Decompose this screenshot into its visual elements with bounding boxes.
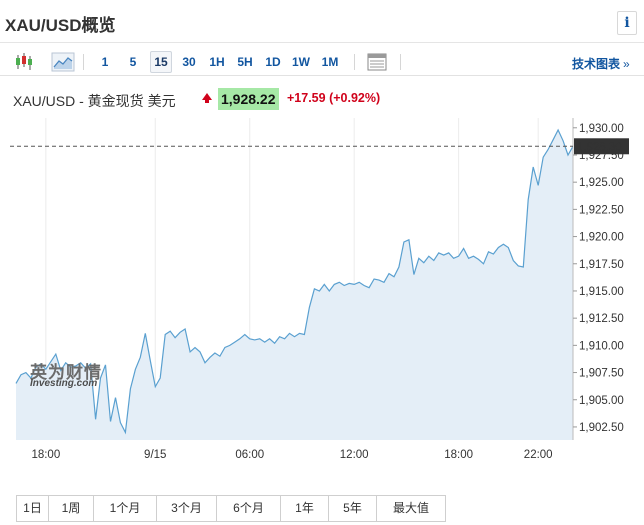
current-price-tag-bg bbox=[574, 138, 629, 155]
info-icon[interactable]: i bbox=[617, 11, 637, 35]
logo-text-en: Investing.com bbox=[30, 378, 98, 389]
timeframe-1m[interactable]: 1M bbox=[321, 55, 339, 69]
y-tick-label: 1,915.00 bbox=[579, 286, 624, 298]
double-chevron-right-icon: » bbox=[623, 57, 630, 71]
y-tick-label: 1,907.50 bbox=[579, 368, 624, 380]
x-tick-label: 18:00 bbox=[31, 449, 60, 461]
x-tick-label: 18:00 bbox=[444, 449, 473, 461]
y-tick-label: 1,905.00 bbox=[579, 395, 624, 407]
chart-toolbar: 1 5 15 30 1H 5H 1D 1W 1M 技术图表» bbox=[0, 48, 644, 76]
range-button-6m[interactable]: 6个月 bbox=[217, 495, 281, 522]
y-tick-label: 1,912.50 bbox=[579, 313, 624, 325]
timeframe-15[interactable]: 15 bbox=[150, 51, 172, 73]
timeframe-30[interactable]: 30 bbox=[182, 55, 196, 69]
price-line bbox=[15, 128, 574, 435]
range-selector: 1日 1周 1个月 3个月 6个月 1年 5年 最大值 bbox=[16, 495, 446, 522]
y-tick-label: 1,920.00 bbox=[579, 232, 624, 244]
y-tick-label: 1,922.50 bbox=[579, 204, 624, 216]
range-button-1w[interactable]: 1周 bbox=[49, 495, 94, 522]
timeframe-1[interactable]: 1 bbox=[101, 55, 109, 69]
x-tick-label: 12:00 bbox=[340, 449, 369, 461]
range-button-5y[interactable]: 5年 bbox=[329, 495, 377, 522]
range-button-3m[interactable]: 3个月 bbox=[157, 495, 217, 522]
technical-chart-link-label: 技术图表 bbox=[572, 57, 621, 71]
area-chart-icon[interactable] bbox=[51, 50, 75, 74]
timeframe-5h[interactable]: 5H bbox=[237, 55, 253, 69]
y-tick-label: 1,930.00 bbox=[579, 123, 624, 135]
x-tick-label: 22:00 bbox=[524, 449, 553, 461]
range-button-1m[interactable]: 1个月 bbox=[94, 495, 157, 522]
y-tick-label: 1,917.50 bbox=[579, 259, 624, 271]
toolbar-separator bbox=[83, 54, 84, 70]
x-axis: 18:00 9/15 06:00 12:00 18:00 22:00 bbox=[31, 449, 552, 461]
timeframe-1w[interactable]: 1W bbox=[292, 55, 310, 69]
price-change: +17.59 (+0.92%) bbox=[287, 91, 380, 105]
toolbar-separator bbox=[354, 54, 355, 70]
header-divider bbox=[0, 42, 644, 43]
timeframe-1d[interactable]: 1D bbox=[265, 55, 281, 69]
price-area-fill bbox=[16, 130, 573, 440]
candlestick-icon[interactable] bbox=[12, 50, 36, 74]
timeframe-1h[interactable]: 1H bbox=[209, 55, 225, 69]
current-price-label: 1,928.30 bbox=[577, 141, 622, 153]
up-arrow-icon-stem bbox=[205, 99, 209, 103]
y-tick-label: 1,902.50 bbox=[579, 422, 624, 434]
table-icon[interactable] bbox=[365, 50, 389, 74]
instrument-name: XAU/USD - 黄金现货 美元 bbox=[13, 93, 176, 109]
range-button-1d[interactable]: 1日 bbox=[16, 495, 49, 522]
price-area-chart[interactable]: 1,930.001,927.501,925.001,922.501,920.00… bbox=[0, 115, 644, 485]
y-tick-label: 1,925.00 bbox=[579, 177, 624, 189]
range-button-max[interactable]: 最大值 bbox=[377, 495, 446, 522]
page-title: XAU/USD概览 bbox=[5, 16, 116, 35]
change-percent: (+0.92%) bbox=[329, 91, 381, 105]
up-arrow-icon bbox=[202, 93, 212, 100]
timeframe-5[interactable]: 5 bbox=[129, 55, 137, 69]
x-tick-label: 06:00 bbox=[235, 449, 264, 461]
range-button-1y[interactable]: 1年 bbox=[281, 495, 329, 522]
current-price-tag: 1,928.30 bbox=[574, 138, 629, 155]
investing-logo: 英为财情 Investing.com bbox=[30, 358, 102, 389]
technical-chart-link[interactable]: 技术图表» bbox=[572, 55, 630, 72]
y-tick-label: 1,910.00 bbox=[579, 340, 624, 352]
last-price: 1,928.22 bbox=[218, 88, 279, 110]
x-tick-label: 9/15 bbox=[144, 449, 166, 461]
toolbar-separator bbox=[400, 54, 401, 70]
y-axis: 1,930.001,927.501,925.001,922.501,920.00… bbox=[573, 123, 624, 434]
change-value: +17.59 bbox=[287, 91, 326, 105]
logo-text-cn: 英为财情 bbox=[30, 363, 102, 383]
overview-header: XAU/USD概览 i bbox=[0, 0, 644, 44]
